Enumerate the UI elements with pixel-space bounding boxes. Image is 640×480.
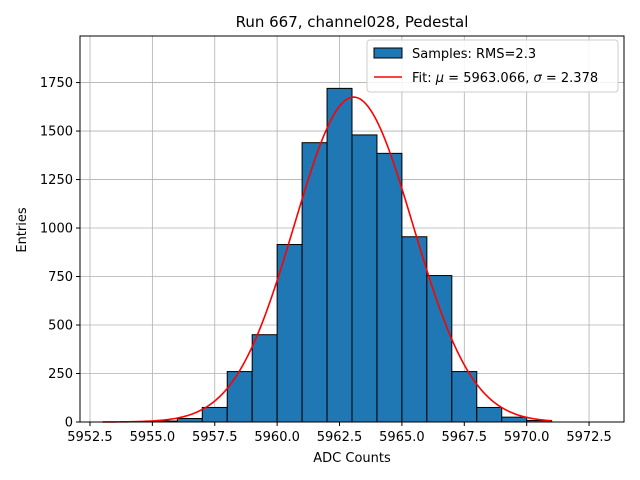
- x-tick-label-8: 5972.5: [566, 430, 612, 445]
- legend-fit-mid: = 5963.066,: [444, 71, 533, 86]
- legend-label-fit: Fit: μ = 5963.066, σ = 2.378: [412, 71, 598, 86]
- y-tick-label-5: 1250: [40, 173, 73, 188]
- x-tick-label-5: 5965.0: [379, 430, 425, 445]
- y-tick-label-1: 250: [48, 367, 73, 382]
- histogram-bars: [151, 87, 553, 423]
- y-tick-label-6: 1500: [40, 125, 73, 140]
- histogram-bar-3: [226, 371, 253, 423]
- histogram-bar-1: [176, 418, 203, 423]
- legend-label-samples: Samples: RMS=2.3: [412, 47, 536, 62]
- histogram-bar-12: [451, 371, 478, 423]
- y-tick-label-3: 750: [48, 270, 73, 285]
- y-axis-label: Entries: [15, 207, 30, 253]
- histogram-bar-9: [376, 152, 403, 423]
- x-axis-ticks: 5952.5 5955.0 5957.5 5960.0 5962.5 5965.0 5967…: [67, 422, 612, 445]
- legend-fit-prefix: Fit:: [412, 71, 436, 86]
- legend-fit-mu: μ: [435, 71, 444, 86]
- gaussian-fit-curve: [102, 96, 552, 423]
- x-tick-label-2: 5957.5: [192, 430, 238, 445]
- y-axis-ticks: 0 250 500 750 1000 1250 1500 1750: [40, 76, 80, 431]
- histogram-bar-13: [476, 406, 503, 423]
- x-tick-label-6: 5967.5: [442, 430, 488, 445]
- histogram-bar-4: [251, 334, 278, 423]
- x-axis-label: ADC Counts: [313, 451, 391, 466]
- x-tick-label-4: 5962.5: [317, 430, 363, 445]
- chart-title: Run 667, channel028, Pedestal: [236, 13, 469, 31]
- legend-patch-samples: [373, 47, 403, 59]
- y-tick-label-7: 1750: [40, 76, 73, 91]
- y-tick-label-2: 500: [48, 319, 73, 334]
- histogram-bar-8: [351, 134, 378, 423]
- plot-frame: [79, 35, 625, 423]
- legend-fit-sigma: σ: [534, 71, 543, 86]
- legend: Samples: RMS=2.3 Fit: μ = 5963.066, σ = …: [366, 39, 619, 93]
- y-tick-label-4: 1000: [40, 222, 73, 237]
- histogram-bar-11: [426, 275, 453, 423]
- histogram-bar-7: [326, 87, 353, 423]
- histogram-bar-2: [201, 406, 228, 423]
- x-tick-label-1: 5955.0: [130, 430, 176, 445]
- histogram-bar-10: [401, 236, 428, 423]
- x-tick-label-7: 5970.0: [504, 430, 550, 445]
- legend-box: [366, 39, 619, 93]
- x-tick-label-0: 5952.5: [67, 430, 113, 445]
- y-tick-label-0: 0: [65, 416, 73, 431]
- histogram-bar-14: [501, 416, 528, 423]
- legend-fit-suffix: = 2.378: [542, 71, 598, 86]
- x-tick-label-3: 5960.0: [254, 430, 300, 445]
- histogram-bar-6: [301, 142, 328, 423]
